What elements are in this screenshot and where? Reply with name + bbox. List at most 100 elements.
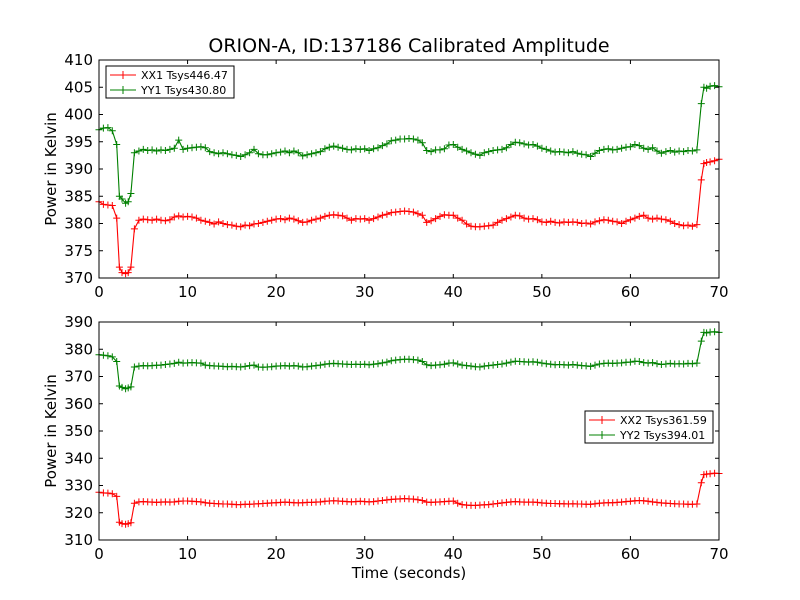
- data-point: [476, 223, 484, 231]
- data-point: [560, 148, 568, 156]
- data-point: [347, 216, 355, 224]
- data-point: [277, 148, 285, 156]
- data-point: [347, 146, 355, 154]
- y-tick-label: 390: [64, 160, 93, 178]
- data-point: [680, 222, 688, 230]
- data-point: [153, 215, 161, 223]
- data-point: [210, 149, 218, 157]
- data-point: [118, 195, 126, 203]
- data-point: [458, 216, 466, 224]
- data-point: [387, 137, 395, 145]
- data-point: [582, 219, 590, 227]
- data-point: [703, 329, 711, 337]
- data-point: [197, 359, 205, 367]
- data-point: [170, 144, 178, 152]
- data-point: [569, 361, 577, 368]
- data-point: [339, 212, 347, 220]
- legend: XX1 Tsys446.47 YY1 Tsys430.80: [105, 65, 235, 99]
- data-point: [378, 359, 386, 367]
- data-point: [640, 211, 648, 219]
- data-point: [157, 146, 165, 154]
- data-point: [511, 211, 519, 219]
- data-point: [591, 218, 599, 226]
- data-point: [179, 145, 187, 153]
- data-point: [378, 497, 386, 504]
- data-point: [688, 222, 696, 230]
- data-point: [671, 220, 679, 227]
- data-point: [118, 520, 126, 528]
- data-point: [476, 363, 484, 371]
- data-point: [254, 150, 262, 158]
- data-point: [250, 361, 258, 369]
- data-point: [215, 218, 223, 226]
- data-point: [703, 159, 711, 166]
- data-point: [414, 496, 422, 504]
- data-point: [237, 223, 245, 231]
- data-point: [378, 142, 386, 150]
- data-point: [148, 146, 156, 154]
- data-point: [489, 147, 497, 154]
- data-point: [241, 151, 249, 159]
- data-point: [666, 147, 674, 154]
- data-point: [104, 489, 112, 497]
- data-point: [626, 143, 634, 151]
- data-point: [418, 497, 426, 504]
- data-point: [361, 360, 369, 368]
- data-point: [325, 143, 333, 151]
- data-point: [449, 497, 457, 505]
- data-point: [688, 360, 696, 368]
- data-point: [507, 141, 515, 148]
- data-point: [542, 218, 550, 226]
- data-point: [113, 214, 121, 222]
- data-point: [516, 139, 524, 147]
- data-point: [440, 145, 448, 153]
- data-point: [657, 149, 665, 157]
- data-point: [489, 221, 497, 229]
- data-point: [108, 127, 116, 135]
- data-point: [697, 337, 705, 345]
- data-point: [533, 142, 541, 150]
- data-point: [268, 216, 276, 224]
- data-point: [587, 153, 595, 160]
- data-point: [423, 361, 431, 369]
- data-point: [635, 142, 643, 150]
- data-point: [507, 213, 515, 221]
- data-point: [573, 218, 581, 226]
- data-point: [644, 145, 652, 153]
- data-point: [285, 149, 293, 157]
- y-tick-label: 410: [64, 51, 93, 69]
- data-point: [321, 145, 329, 153]
- data-point: [680, 360, 688, 368]
- data-point: [618, 144, 626, 152]
- data-point: [144, 147, 152, 154]
- data-point: [383, 210, 391, 218]
- data-point: [711, 157, 719, 165]
- data-point: [494, 500, 502, 507]
- data-point: [423, 147, 431, 154]
- data-point: [573, 149, 581, 157]
- x-tick-label: 40: [444, 545, 463, 563]
- legend: XX2 Tsys361.59 YY2 Tsys394.01: [584, 410, 714, 444]
- data-point: [640, 144, 648, 152]
- data-point: [343, 214, 351, 222]
- y-tick-label: 400: [64, 106, 93, 124]
- data-point: [693, 500, 701, 508]
- data-point: [467, 362, 475, 370]
- data-point: [184, 144, 192, 152]
- data-point: [449, 211, 457, 219]
- data-point: [387, 357, 395, 365]
- data-point: [157, 361, 165, 369]
- data-point: [542, 145, 550, 153]
- data-point: [294, 362, 302, 370]
- data-point: [188, 213, 196, 221]
- data-point: [330, 142, 338, 150]
- data-point: [135, 147, 143, 155]
- data-point: [653, 360, 661, 368]
- data-point: [228, 221, 236, 229]
- data-point: [374, 213, 382, 221]
- y-tick-label: 350: [64, 422, 93, 440]
- data-point: [706, 82, 714, 90]
- data-point: [635, 212, 643, 220]
- data-point: [241, 221, 249, 229]
- data-point: [609, 217, 617, 225]
